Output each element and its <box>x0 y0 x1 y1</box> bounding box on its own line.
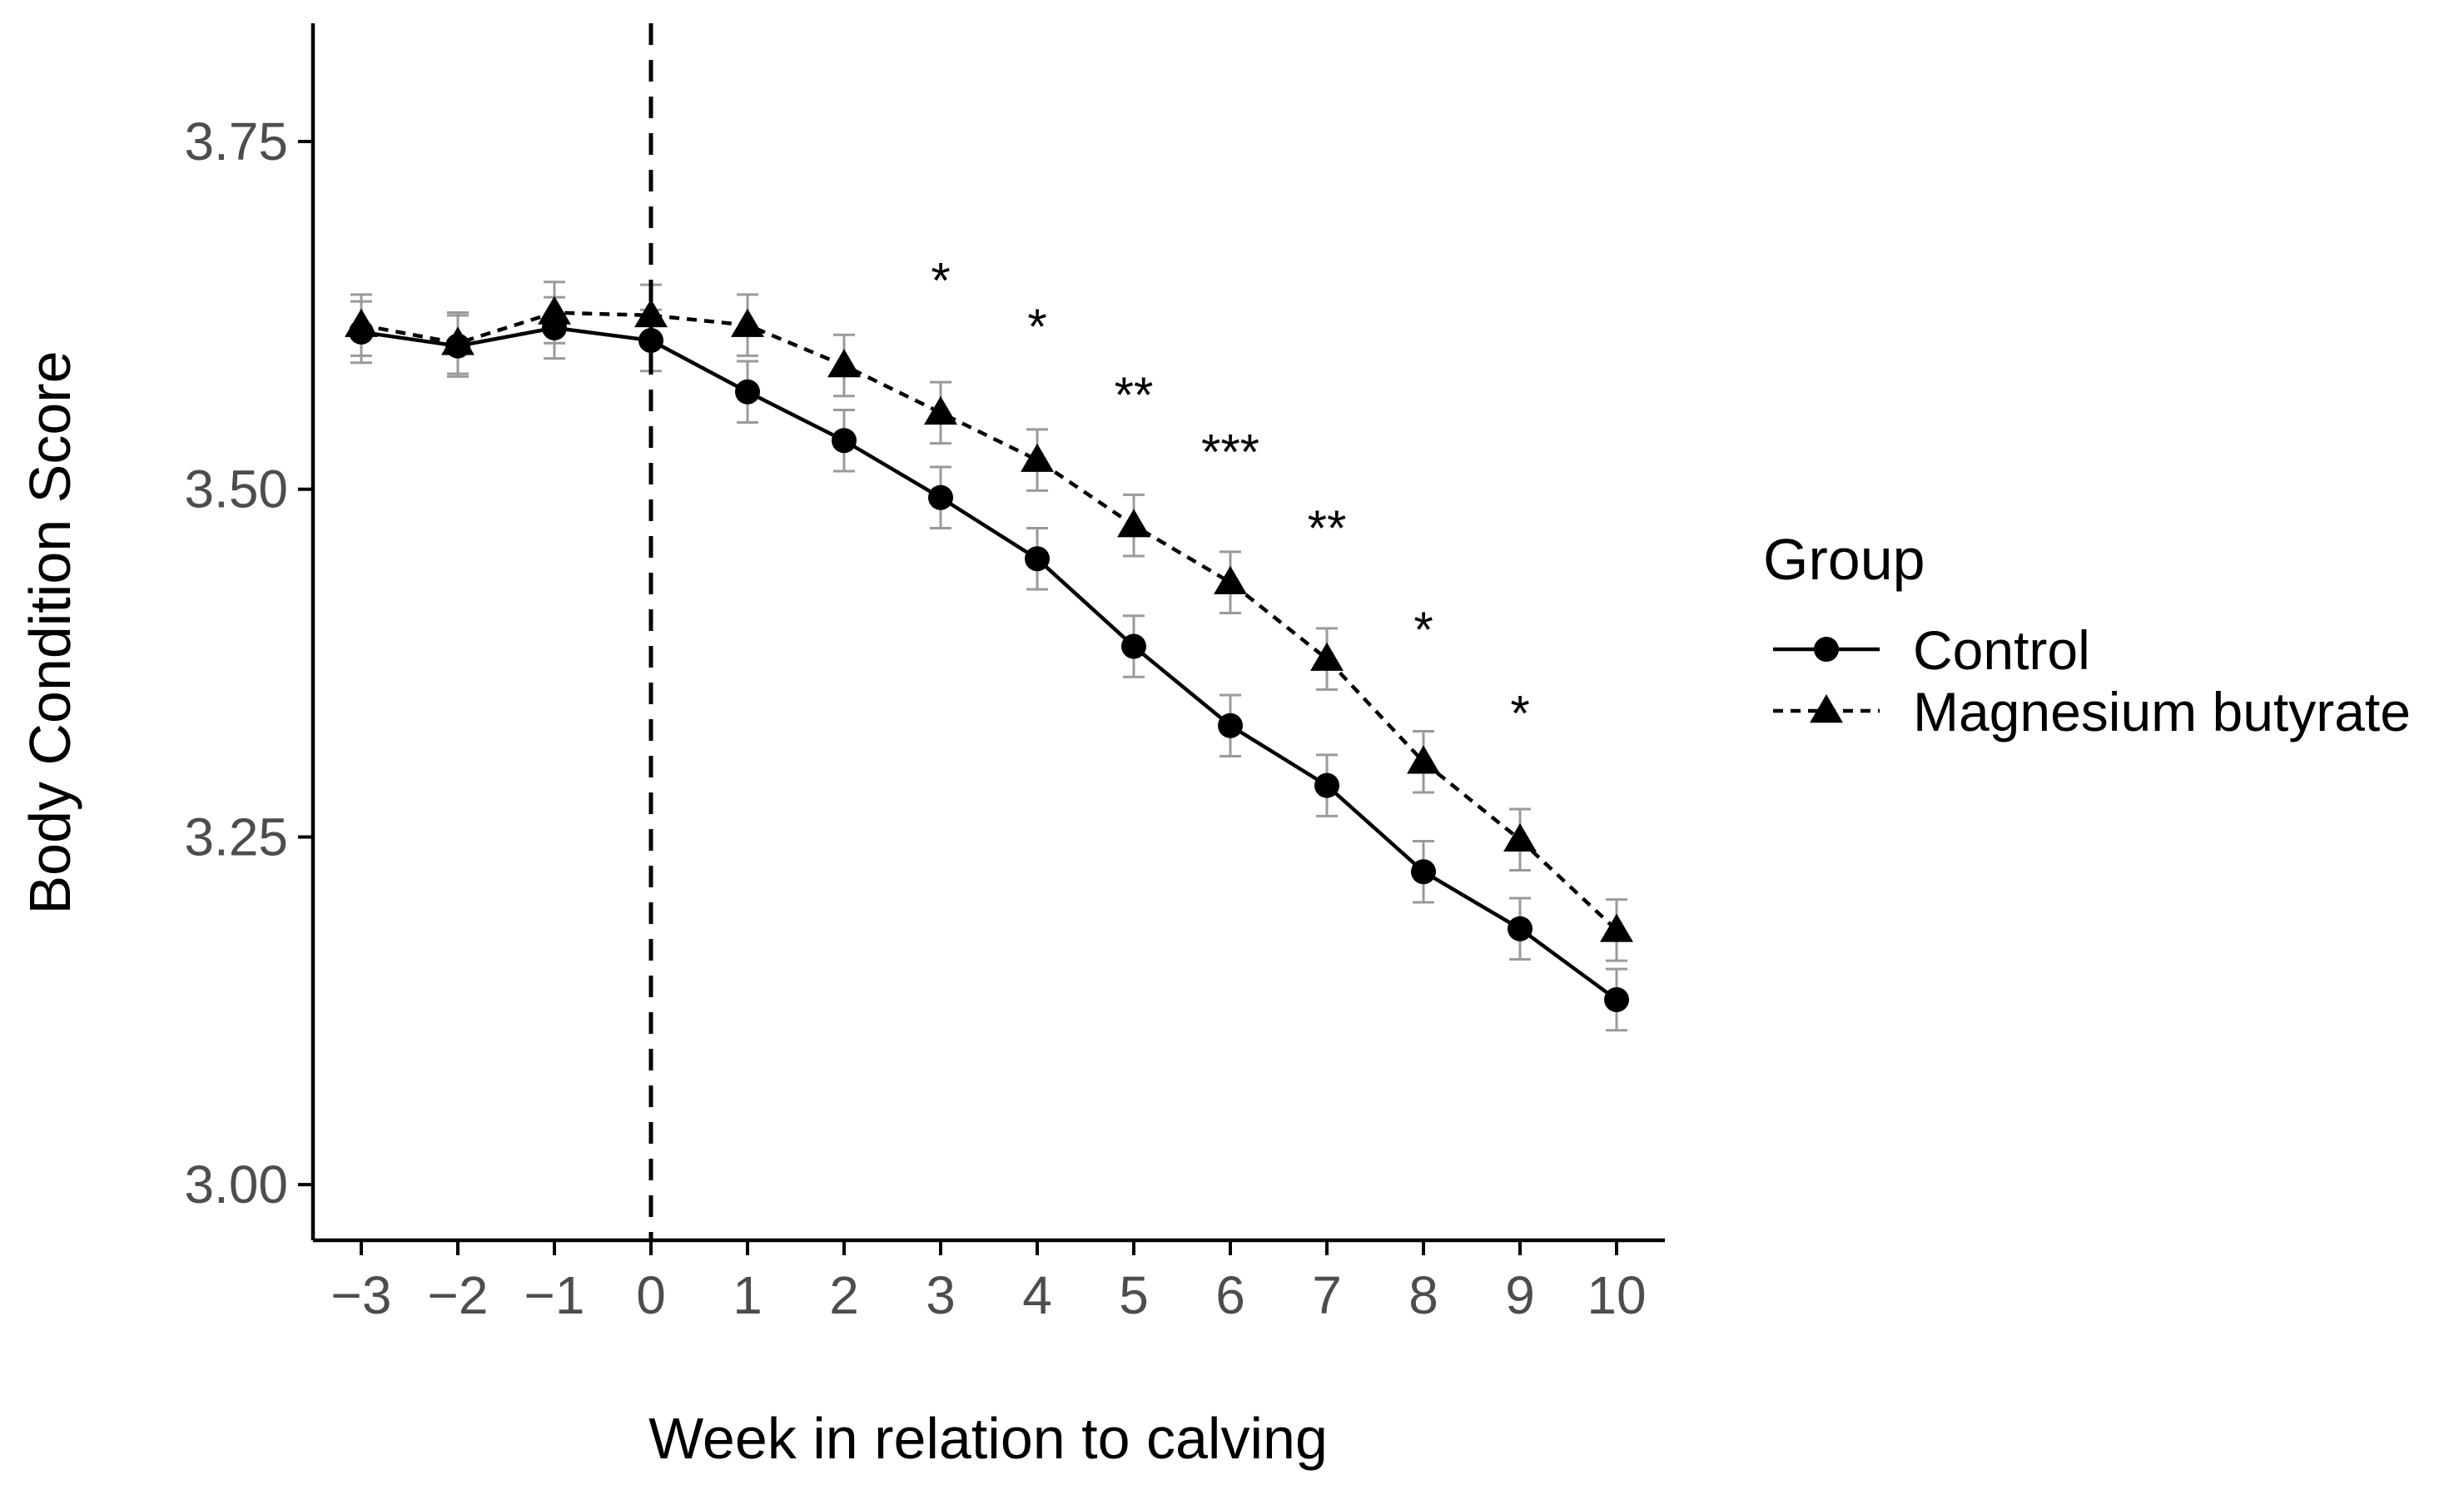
point-magnesium-butyrate <box>441 326 474 355</box>
x-tick-label: −1 <box>524 1265 585 1325</box>
significance-labels: *********** <box>931 253 1529 742</box>
point-control <box>1121 633 1146 659</box>
point-magnesium-butyrate <box>634 298 668 328</box>
point-control <box>1025 546 1050 572</box>
legend-item-magnesium-butyrate: Magnesium butyrate <box>1773 681 2411 743</box>
point-magnesium-butyrate <box>1214 565 1247 594</box>
point-magnesium-butyrate <box>924 395 957 425</box>
legend-label-control: Control <box>1913 619 2090 681</box>
x-tick-label: 10 <box>1587 1265 1646 1325</box>
point-magnesium-butyrate <box>538 296 571 325</box>
x-tick-label: 5 <box>1119 1265 1149 1325</box>
point-control <box>1508 916 1533 941</box>
series-line-control <box>360 325 1618 1001</box>
x-tick-label: 4 <box>1022 1265 1052 1325</box>
legend-item-control: Control <box>1773 619 2090 681</box>
point-control <box>1411 859 1436 885</box>
significance-label: * <box>1510 685 1529 741</box>
y-tick-label: 3.00 <box>184 1155 288 1214</box>
legend-label-magnesium-butyrate: Magnesium butyrate <box>1913 681 2411 743</box>
y-axis-ticks: 3.00 3.25 3.50 3.75 <box>184 112 313 1214</box>
x-tick-label: −3 <box>331 1265 392 1325</box>
point-magnesium-butyrate <box>827 349 861 378</box>
point-magnesium-butyrate <box>345 308 378 337</box>
x-tick-label: −2 <box>428 1265 489 1325</box>
x-tick-label: 2 <box>829 1265 859 1325</box>
point-control <box>1314 772 1339 798</box>
legend-title: Group <box>1763 527 1925 592</box>
x-tick-label: 8 <box>1408 1265 1438 1325</box>
significance-label: ** <box>1308 500 1347 556</box>
y-axis-label: Body Condition Score <box>17 350 82 914</box>
y-tick-label: 3.25 <box>184 807 288 867</box>
point-magnesium-butyrate <box>731 308 764 337</box>
point-control <box>1604 986 1629 1012</box>
significance-label: * <box>1027 299 1046 355</box>
x-tick-label: 6 <box>1215 1265 1245 1325</box>
x-axis-label: Week in relation to calving <box>648 1406 1328 1471</box>
point-control <box>928 484 953 510</box>
point-control <box>735 379 760 405</box>
legend-marker-magnesium-butyrate <box>1810 694 1843 723</box>
data-points <box>345 296 1633 1012</box>
significance-label: * <box>1413 602 1433 658</box>
y-tick-label: 3.50 <box>184 459 288 519</box>
series-line-magnesium-butyrate <box>360 310 1618 932</box>
point-control <box>638 327 663 353</box>
x-tick-label: 0 <box>636 1265 666 1325</box>
point-magnesium-butyrate <box>1503 822 1537 852</box>
x-tick-label: 3 <box>926 1265 956 1325</box>
significance-label: ** <box>1115 367 1154 423</box>
legend-marker-control <box>1814 637 1839 662</box>
x-tick-label: 1 <box>733 1265 763 1325</box>
significance-label: * <box>931 253 950 309</box>
point-magnesium-butyrate <box>1407 745 1440 774</box>
series-lines <box>360 310 1618 1001</box>
point-magnesium-butyrate <box>1310 642 1344 671</box>
point-magnesium-butyrate <box>1021 443 1054 472</box>
x-tick-label: 7 <box>1312 1265 1342 1325</box>
point-magnesium-butyrate <box>1117 509 1150 538</box>
y-tick-label: 3.75 <box>184 112 288 171</box>
point-control <box>1218 713 1243 738</box>
x-tick-label: 9 <box>1505 1265 1535 1325</box>
point-control <box>832 428 857 454</box>
point-magnesium-butyrate <box>1600 913 1633 942</box>
significance-label: *** <box>1201 424 1259 479</box>
x-axis-ticks: −3 −2 −1 0 1 2 3 4 5 6 7 8 9 10 <box>331 1240 1647 1325</box>
error-bars <box>350 281 1627 1032</box>
